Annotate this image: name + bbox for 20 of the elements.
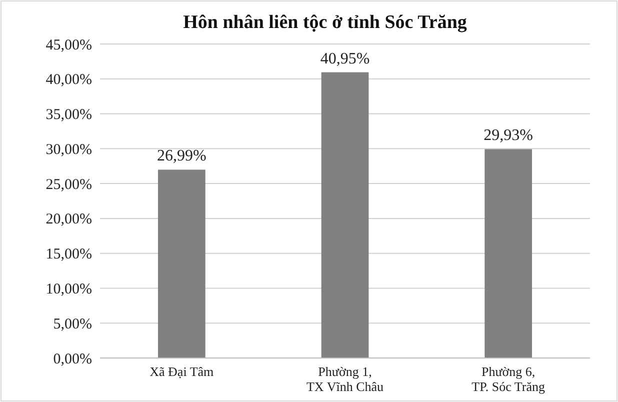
y-tick-label: 10,00% <box>46 281 92 298</box>
y-tick-label: 45,00% <box>46 37 92 54</box>
bar <box>484 149 532 358</box>
y-tick-label: 15,00% <box>46 246 92 263</box>
y-tick-label: 5,00% <box>53 316 92 332</box>
x-tick-label: Xã Đại Tâm <box>150 364 214 379</box>
y-tick-label: 40,00% <box>46 72 92 88</box>
y-tick-label: 25,00% <box>46 176 92 193</box>
data-label: 26,99% <box>157 148 206 165</box>
y-tick-label: 20,00% <box>46 212 92 228</box>
data-label: 40,95% <box>320 50 370 68</box>
x-tick-label: Phường 6, TP. Sóc Trăng <box>472 364 546 394</box>
y-tick-label: 30,00% <box>46 142 92 158</box>
data-label: 29,93% <box>484 127 533 144</box>
y-tick-label: 0,00% <box>53 351 92 368</box>
chart-title: Hôn nhân liên tộc ở tỉnh Sóc Trăng <box>183 12 468 33</box>
y-tick-label: 35,00% <box>46 107 92 124</box>
bar <box>321 72 369 358</box>
x-tick-label: Phường 1, TX Vĩnh Châu <box>306 364 384 394</box>
bar <box>158 170 206 358</box>
